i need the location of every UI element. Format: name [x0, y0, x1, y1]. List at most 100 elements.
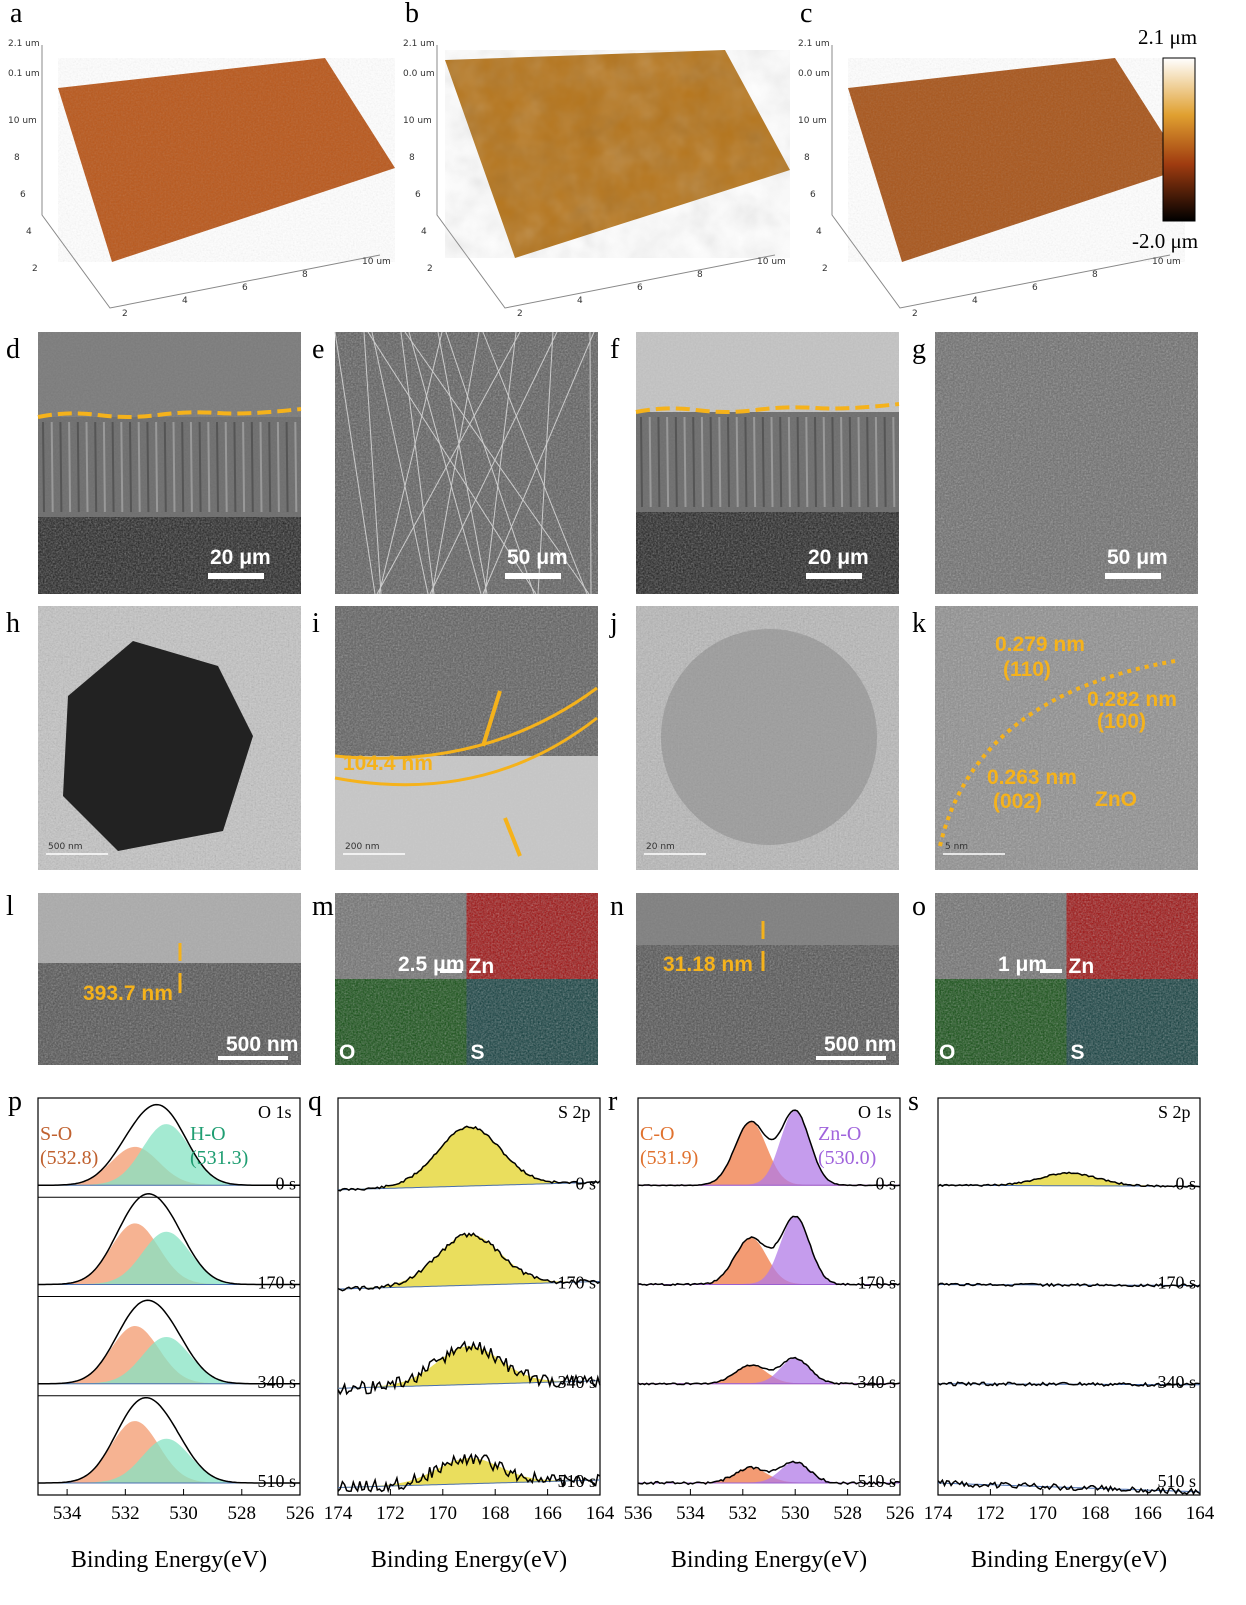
cross-section: [38, 417, 301, 517]
lattice-label: ZnO: [1095, 788, 1137, 811]
fiber: [400, 331, 435, 595]
streak: [866, 416, 870, 508]
streak: [268, 421, 272, 513]
time-label: 170 s: [857, 1273, 896, 1293]
streak: [250, 421, 254, 513]
time-label: 170 s: [1157, 1273, 1196, 1293]
streak: [822, 416, 826, 508]
panel-label: a: [10, 0, 23, 29]
cross-section: [636, 412, 899, 512]
scale-bar: [816, 1056, 886, 1060]
panel-label: m: [312, 891, 334, 922]
map-label: S: [1071, 1041, 1085, 1064]
streak: [50, 421, 54, 513]
time-label: 340 s: [857, 1372, 896, 1392]
fit-peak: [337, 1346, 601, 1389]
x-tick-label: 2: [517, 309, 523, 319]
x-tick-label: 164: [586, 1503, 615, 1524]
afm-axis: [831, 45, 1171, 309]
plot-frame: [337, 1097, 601, 1496]
x-tick-label: 526: [886, 1503, 915, 1524]
lattice-label: 0.282 nm: [1087, 688, 1177, 711]
streak: [294, 421, 298, 513]
streak: [224, 421, 228, 513]
map-label: O: [939, 1041, 955, 1064]
y-tick-label: 6: [20, 190, 26, 200]
region-label: O 1s: [858, 1102, 892, 1122]
fiber: [484, 331, 517, 595]
z-max: 2.1 um: [403, 39, 435, 49]
scale-label: 20 μm: [808, 546, 869, 569]
x-tick-label: 8: [697, 270, 703, 280]
fiber: [445, 331, 535, 595]
streak: [883, 416, 887, 508]
streak: [102, 421, 106, 513]
streak: [137, 421, 141, 513]
peak-name: H-O: [190, 1123, 226, 1145]
streak: [120, 421, 124, 513]
spectrum: [637, 1215, 901, 1287]
streak: [779, 416, 783, 508]
plot-frame: [937, 1097, 1201, 1496]
afm-texture: [445, 50, 790, 258]
streak: [76, 421, 80, 513]
panel-label: g: [912, 334, 926, 365]
afm-texture: [58, 58, 395, 262]
x-tick-label: 170: [429, 1503, 458, 1524]
x-tick-label: 532: [111, 1503, 140, 1524]
top-layer: [38, 893, 301, 963]
arrow: [481, 690, 502, 747]
x-tick-label: 528: [833, 1503, 862, 1524]
sem-image-texture: [335, 332, 598, 594]
substrate: [335, 756, 598, 870]
z-max: 2.1 um: [798, 39, 830, 49]
x-tick-label: 6: [242, 283, 248, 293]
sem-image-texture: [935, 332, 1198, 594]
x-tick-label: 4: [972, 296, 978, 306]
streak: [874, 416, 878, 508]
x-tick-label: 526: [286, 1503, 315, 1524]
streak: [761, 416, 765, 508]
fiber: [363, 331, 382, 595]
x-tick-label: 174: [924, 1503, 953, 1524]
streak: [735, 416, 739, 508]
streak: [285, 421, 289, 513]
x-tick-label: 4: [182, 296, 188, 306]
streak: [59, 421, 63, 513]
x-tick-label: 4: [577, 296, 583, 306]
streak: [259, 421, 263, 513]
panel-label: i: [312, 608, 320, 639]
spectrum: [337, 1340, 601, 1396]
x-tick-label: 168: [481, 1503, 510, 1524]
spectrum: [637, 1109, 901, 1187]
peak-position: (532.8): [40, 1147, 98, 1169]
fiber: [589, 331, 592, 595]
afm-texture: [848, 58, 1185, 262]
panel-label: s: [908, 1086, 919, 1117]
panel-label: e: [312, 334, 324, 365]
x-tick-label: 174: [324, 1503, 353, 1524]
panel-label: b: [405, 0, 419, 29]
map-label: Zn: [469, 955, 495, 978]
streak: [42, 421, 45, 513]
x-tick-label: 164: [1186, 1503, 1215, 1524]
top-layer: [636, 893, 899, 945]
y-tick-label: 10 um: [798, 116, 827, 126]
x-tick-label: 6: [637, 283, 643, 293]
fiber: [482, 331, 588, 595]
streak: [216, 421, 219, 513]
spectrum: [337, 1125, 601, 1192]
streak: [770, 416, 774, 508]
map-label: S: [471, 1041, 485, 1064]
x-tick-label: 166: [1133, 1503, 1162, 1524]
x-axis-label: Binding Energy(eV): [371, 1547, 567, 1573]
z-max: 2.1 um: [8, 39, 40, 49]
y-tick-label: 2: [822, 264, 828, 274]
y-tick-label: 4: [26, 227, 32, 237]
z-mid: 0.0 um: [403, 69, 435, 79]
s-map-texture: [466, 979, 598, 1065]
particle: [661, 629, 877, 845]
time-label: 510 s: [257, 1471, 296, 1491]
spectrum: [337, 1232, 601, 1292]
scale-label: 5 nm: [945, 842, 968, 852]
